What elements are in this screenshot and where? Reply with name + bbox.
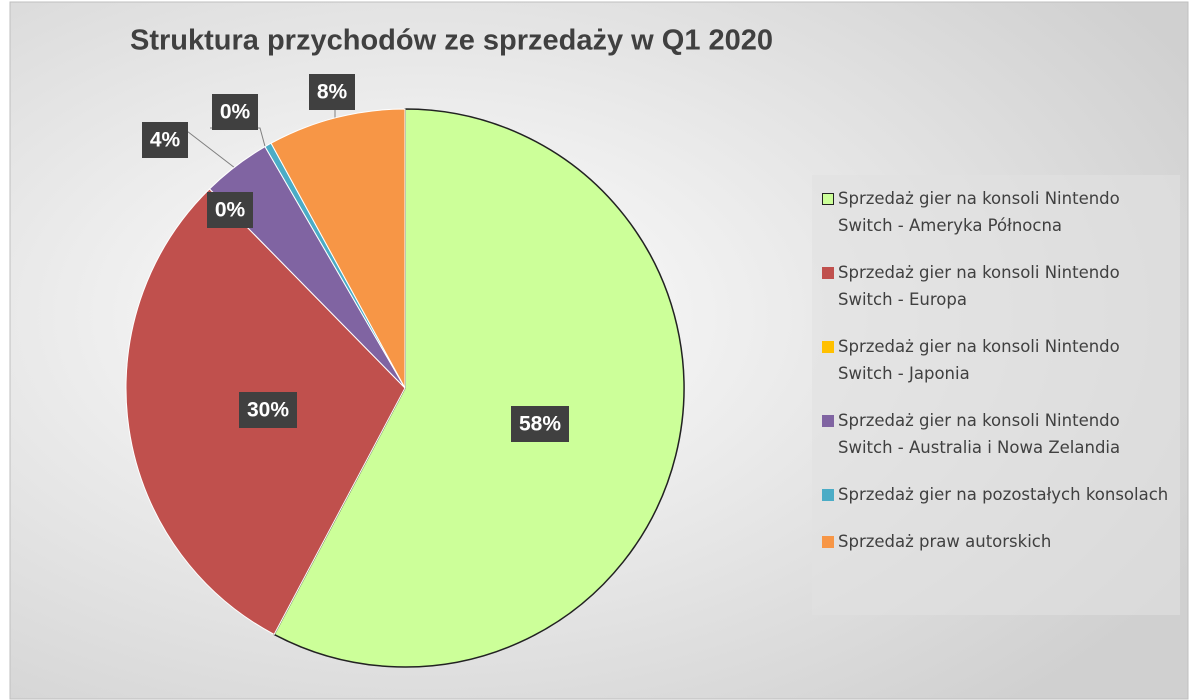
chart-title: Struktura przychodów ze sprzedaży w Q1 2… xyxy=(130,25,773,57)
data-label-box xyxy=(212,94,258,130)
legend-item: Sprzedaż gier na konsoli Nintendo Switch… xyxy=(822,185,1174,239)
legend-swatch xyxy=(822,489,834,501)
data-label: 8% xyxy=(317,81,348,104)
slice xyxy=(273,108,685,668)
legend-item: Sprzedaż praw autorskich xyxy=(822,528,1174,555)
data-label-box xyxy=(239,392,297,428)
legend-item: Sprzedaż gier na pozostałych konsolach xyxy=(822,481,1174,508)
data-label: 30% xyxy=(247,399,289,422)
data-label: 0% xyxy=(215,199,246,222)
data-label: 0% xyxy=(220,101,251,124)
legend-swatch xyxy=(822,415,834,427)
legend-label: Sprzedaż gier na konsoli Nintendo Switch… xyxy=(838,189,1120,235)
legend-item: Sprzedaż gier na konsoli Nintendo Switch… xyxy=(822,333,1174,387)
data-label-box xyxy=(309,74,355,110)
legend-item: Sprzedaż gier na konsoli Nintendo Switch… xyxy=(822,259,1174,313)
legend-label: Sprzedaż gier na konsoli Nintendo Switch… xyxy=(838,411,1121,457)
slice xyxy=(270,108,406,389)
legend-label: Sprzedaż gier na konsoli Nintendo Switch… xyxy=(838,337,1120,383)
data-label-box xyxy=(207,192,253,228)
legend-swatch xyxy=(822,536,834,548)
legend-label: Sprzedaż gier na pozostałych konsolach xyxy=(838,485,1169,504)
leader-line xyxy=(182,127,236,169)
data-label: 58% xyxy=(519,413,561,436)
legend-swatch xyxy=(822,267,834,279)
data-label-box xyxy=(142,122,188,158)
data-label-box xyxy=(511,406,569,442)
legend-swatch xyxy=(822,193,834,205)
legend: Sprzedaż gier na konsoli Nintendo Switch… xyxy=(812,175,1180,615)
legend-label: Sprzedaż praw autorskich xyxy=(838,532,1052,551)
legend-label: Sprzedaż gier na konsoli Nintendo Switch… xyxy=(838,263,1120,309)
data-label: 4% xyxy=(150,129,181,152)
legend-swatch xyxy=(822,341,834,353)
legend-item: Sprzedaż gier na konsoli Nintendo Switch… xyxy=(822,407,1174,461)
